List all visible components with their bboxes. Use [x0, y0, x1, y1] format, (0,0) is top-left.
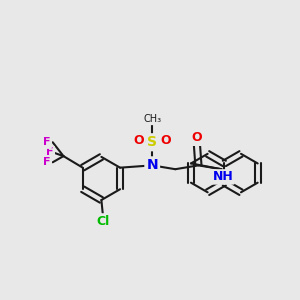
- Text: CH₃: CH₃: [143, 114, 161, 124]
- Text: O: O: [192, 131, 202, 144]
- Text: N: N: [146, 158, 158, 172]
- Text: Cl: Cl: [96, 215, 110, 228]
- Text: NH: NH: [213, 170, 233, 183]
- Text: O: O: [133, 134, 144, 147]
- Text: S: S: [147, 135, 157, 149]
- Text: F: F: [46, 147, 53, 157]
- Text: F: F: [43, 157, 50, 167]
- Text: F: F: [43, 137, 50, 147]
- Text: O: O: [161, 134, 171, 147]
